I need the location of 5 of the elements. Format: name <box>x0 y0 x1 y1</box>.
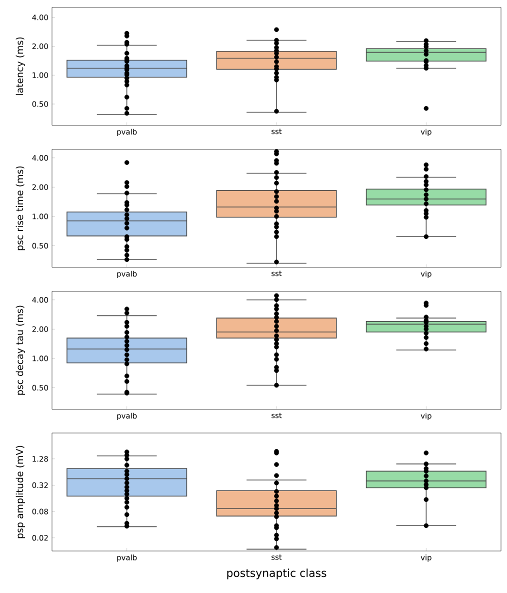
y-axis-title: psp amplitude (mV) <box>16 446 26 538</box>
y-axis-title: latency (ms) <box>16 37 26 96</box>
x-axis-title: postsynaptic class <box>227 568 326 580</box>
y-axis-title: psc rise time (ms) <box>16 166 26 250</box>
y-axis-title: psc decay tau (ms) <box>16 306 26 395</box>
